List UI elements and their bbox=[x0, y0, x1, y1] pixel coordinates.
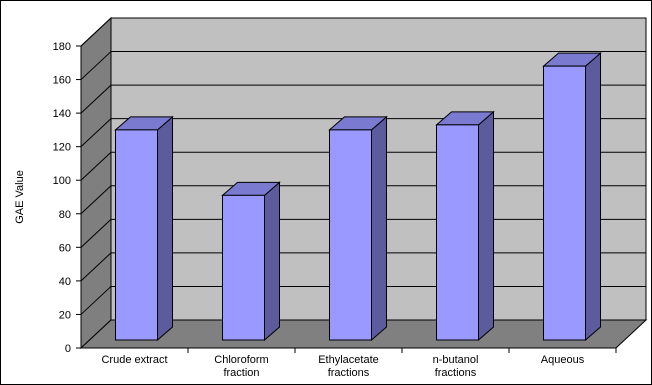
x-tick-label: n-butanol bbox=[433, 354, 479, 366]
bar-side bbox=[158, 117, 173, 340]
bar-front bbox=[330, 130, 372, 340]
y-tick-label: 180 bbox=[53, 41, 71, 53]
x-tick-label: fractions bbox=[328, 367, 370, 379]
bar bbox=[116, 117, 173, 340]
x-tick-label: Aqueous bbox=[541, 354, 585, 366]
bar-side bbox=[479, 112, 494, 340]
bar-side bbox=[586, 53, 601, 340]
bar-side bbox=[372, 117, 387, 340]
x-tick-label: Chloroform bbox=[214, 354, 268, 366]
y-tick-label: 100 bbox=[53, 175, 71, 187]
y-tick-label: 0 bbox=[65, 343, 71, 355]
y-tick-label: 120 bbox=[53, 142, 71, 154]
y-tick-label: 60 bbox=[59, 242, 71, 254]
bar bbox=[544, 53, 601, 340]
y-axis-ticks: 0 20 40 60 80 100 120 140 160 180 bbox=[53, 41, 81, 355]
bar bbox=[437, 112, 494, 340]
bar-front bbox=[223, 195, 265, 340]
x-tick-label: fractions bbox=[435, 367, 477, 379]
y-tick-label: 20 bbox=[59, 309, 71, 321]
y-tick-label: 80 bbox=[59, 209, 71, 221]
side-wall bbox=[81, 18, 111, 348]
bar-front bbox=[544, 66, 586, 340]
y-tick-label: 140 bbox=[53, 108, 71, 120]
bar-front bbox=[437, 125, 479, 340]
y-tick-label: 160 bbox=[53, 75, 71, 87]
bar-side bbox=[265, 182, 280, 340]
x-tick-label: Ethylacetate bbox=[318, 354, 379, 366]
x-tick-label: Crude extract bbox=[101, 354, 167, 366]
bar-front bbox=[116, 130, 158, 340]
bar bbox=[223, 182, 280, 340]
y-tick-label: 40 bbox=[59, 276, 71, 288]
y-axis-title: GAE Value bbox=[14, 170, 26, 224]
bar bbox=[330, 117, 387, 340]
x-tick-label: fraction bbox=[223, 367, 259, 379]
